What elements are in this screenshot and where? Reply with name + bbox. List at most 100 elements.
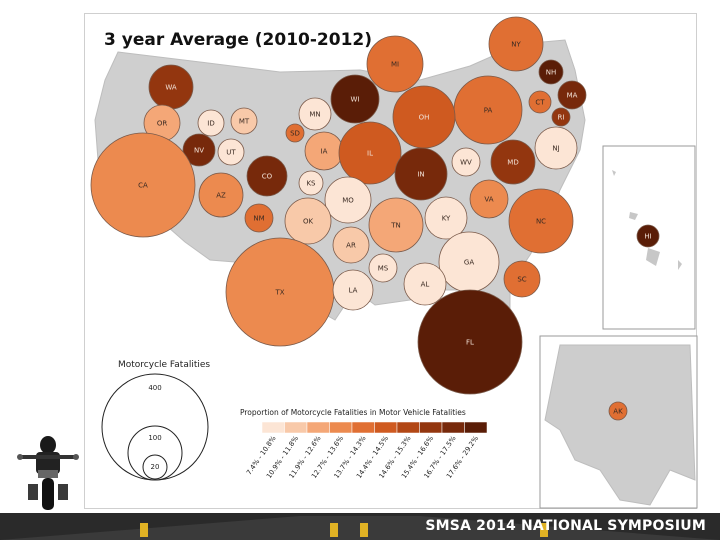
state-label-ma: MA: [567, 92, 578, 100]
road-strip: [0, 513, 720, 540]
state-label-sd: SD: [290, 130, 300, 138]
state-bubble-sd: [285, 123, 305, 143]
size-legend-label-400: 400: [148, 384, 161, 392]
state-label-az: AZ: [216, 192, 226, 200]
state-label-in: IN: [417, 171, 424, 179]
state-bubble-tn: [368, 197, 424, 253]
state-bubble-ms: [368, 253, 398, 283]
size-legend-circle-20: [142, 454, 168, 480]
color-legend: 7.4% - 10.8%10.9% - 11.8%11.9% - 12.6%12…: [245, 421, 488, 480]
state-label-mt: MT: [239, 118, 250, 126]
footer-bar: [0, 513, 720, 540]
state-label-wa: WA: [165, 84, 177, 92]
state-label-ms: MS: [378, 265, 389, 273]
state-label-nc: NC: [536, 218, 546, 226]
state-label-oh: OH: [419, 114, 430, 122]
state-label-mn: MN: [309, 111, 320, 119]
state-bubble-sc: [503, 260, 541, 298]
state-bubble-la: [332, 269, 374, 311]
state-label-wi: WI: [351, 96, 360, 104]
state-bubble-ak: [608, 401, 628, 421]
state-bubble-mt: [230, 107, 258, 135]
state-bubble-il: [338, 121, 402, 185]
state-label-ct: CT: [535, 99, 545, 107]
state-label-la: LA: [349, 287, 358, 295]
state-bubble-mo: [324, 176, 372, 224]
state-bubble-wv: [451, 147, 481, 177]
state-label-ks: KS: [306, 180, 316, 188]
state-label-tx: TX: [274, 289, 284, 297]
state-label-ky: KY: [442, 215, 451, 223]
state-bubble-ri: [551, 107, 571, 127]
color-legend-swatch-2: [284, 421, 308, 434]
color-legend-swatch-9: [441, 421, 465, 434]
state-bubble-co: [246, 155, 288, 197]
state-label-hi: HI: [644, 233, 651, 241]
state-label-al: AL: [421, 281, 430, 289]
color-legend-swatch-10: [464, 421, 488, 434]
state-label-il: IL: [367, 150, 373, 158]
state-bubble-ca: [90, 132, 196, 238]
state-label-ok: OK: [303, 218, 314, 226]
state-label-nm: NM: [253, 215, 264, 223]
state-bubble-md: [490, 139, 536, 185]
state-label-co: CO: [262, 173, 273, 181]
state-label-pa: PA: [484, 107, 493, 115]
state-bubble-wi: [330, 74, 380, 124]
footer-text: SMSA 2014 NATIONAL SYMPOSIUM: [425, 518, 706, 534]
color-legend-swatch-6: [374, 421, 398, 434]
state-bubble-ks: [298, 170, 324, 196]
state-bubble-nm: [244, 203, 274, 233]
state-bubble-ma: [557, 80, 587, 110]
state-label-ri: RI: [558, 114, 565, 122]
state-bubble-va: [469, 179, 509, 219]
motorcycle-rider-image: [17, 436, 79, 510]
state-label-ca: CA: [138, 182, 148, 190]
state-bubble-az: [198, 172, 244, 218]
size-legend-circle-100: [127, 425, 183, 481]
state-label-nj: NJ: [552, 145, 559, 153]
state-label-id: ID: [207, 120, 214, 128]
state-label-ak: AK: [613, 408, 623, 416]
color-legend-title: Proportion of Motorcycle Fatalities in M…: [240, 408, 466, 417]
state-bubble-mn: [298, 97, 332, 131]
color-legend-swatch-8: [419, 421, 443, 434]
state-label-or: OR: [157, 120, 168, 128]
state-bubble-ar: [332, 226, 370, 264]
state-bubble-al: [403, 262, 447, 306]
color-legend-swatch-3: [306, 421, 330, 434]
state-label-ar: AR: [346, 242, 356, 250]
state-label-ga: GA: [464, 259, 474, 267]
state-bubble-mi: [366, 35, 424, 93]
state-label-wv: WV: [460, 159, 472, 167]
color-legend-swatch-5: [351, 421, 375, 434]
page-title: 3 year Average (2010-2012): [104, 30, 372, 50]
state-bubble-in: [394, 147, 448, 201]
state-bubble-ok: [284, 197, 332, 245]
state-bubbles: NY MI NH WA MA WI CT PA OH RI MN OR ID MT SD NJ NV UT IA IL…: [90, 16, 660, 421]
state-bubble-nc: [508, 188, 574, 254]
color-legend-swatch-4: [329, 421, 353, 434]
state-label-md: MD: [507, 159, 518, 167]
state-bubble-nv: [182, 133, 216, 167]
alaska-landmass: [544, 344, 696, 506]
state-label-mi: MI: [391, 61, 399, 69]
state-bubble-nj: [534, 126, 578, 170]
state-label-va: VA: [484, 196, 493, 204]
state-label-fl: FL: [466, 339, 474, 347]
state-label-ia: IA: [321, 148, 328, 156]
state-label-mo: MO: [342, 197, 354, 205]
state-label-sc: SC: [517, 276, 526, 284]
state-label-nv: NV: [194, 147, 204, 155]
state-bubble-nh: [538, 59, 564, 85]
size-legend-label-20: 20: [151, 463, 160, 471]
color-legend-swatch-7: [396, 421, 420, 434]
state-bubble-ct: [528, 90, 552, 114]
state-bubble-id: [197, 109, 225, 137]
state-label-nh: NH: [546, 69, 557, 77]
state-bubble-hi: [636, 224, 660, 248]
state-label-tn: TN: [390, 222, 401, 230]
state-bubble-ut: [217, 138, 245, 166]
